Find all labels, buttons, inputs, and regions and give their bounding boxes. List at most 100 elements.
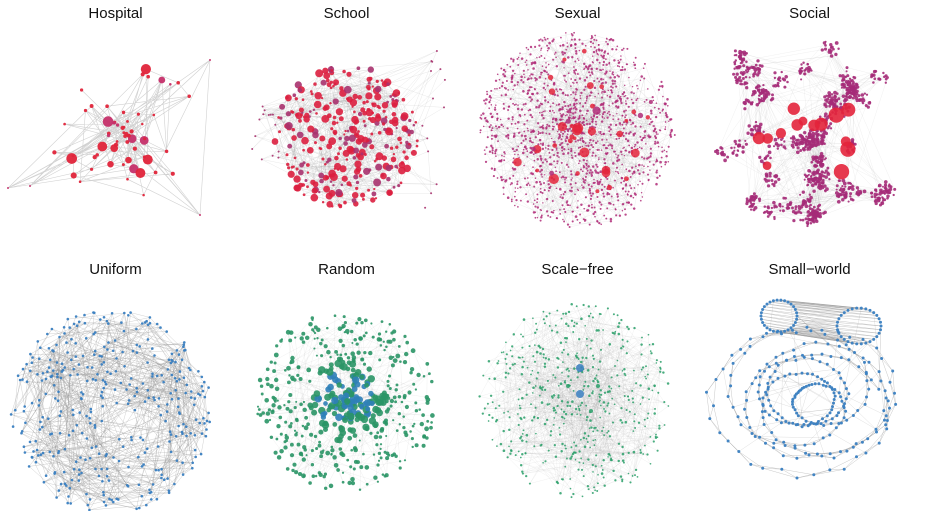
network-node [667, 160, 670, 163]
network-layer [479, 31, 676, 229]
network-node [100, 390, 104, 394]
network-node [479, 129, 482, 132]
network-node [173, 377, 177, 380]
network-node [556, 162, 558, 165]
network-node [773, 206, 776, 209]
network-node [590, 116, 593, 119]
network-node [656, 176, 659, 179]
network-node [74, 315, 78, 318]
network-node [36, 340, 40, 343]
network-node [863, 92, 867, 95]
network-node [590, 173, 593, 176]
network-node [490, 115, 494, 119]
network-node [815, 137, 820, 141]
network-node [106, 348, 109, 351]
network-node [407, 142, 411, 146]
network-node [14, 408, 17, 412]
network-node [487, 359, 491, 363]
network-node [538, 56, 541, 58]
network-node [126, 177, 129, 181]
network-node [395, 383, 399, 387]
network-node [538, 394, 541, 397]
network-node [615, 137, 618, 141]
network-node [386, 384, 390, 388]
network-node [357, 413, 366, 422]
network-node [135, 168, 146, 178]
network-node [165, 410, 169, 413]
network-node [800, 425, 804, 429]
network-node [542, 461, 544, 464]
network-node [777, 85, 780, 88]
network-node [827, 101, 831, 105]
network-node [346, 356, 351, 360]
network-node [403, 334, 407, 338]
network-node [828, 385, 832, 388]
network-node [649, 350, 652, 352]
network-node [616, 193, 619, 196]
network-node [316, 327, 321, 333]
network-node [592, 42, 595, 45]
network-node [647, 387, 651, 390]
network-node [579, 221, 581, 224]
network-node [500, 176, 503, 179]
network-node [842, 467, 846, 471]
network-node [314, 394, 322, 403]
network-node [861, 356, 865, 360]
network-node [426, 137, 429, 140]
network-node [122, 329, 126, 333]
network-node [522, 429, 525, 432]
network-node [536, 92, 539, 95]
network-node [591, 154, 594, 157]
network-node [829, 43, 833, 47]
network-node [202, 416, 205, 420]
panel-title: Social [789, 5, 830, 22]
network-node [758, 99, 763, 103]
network-node [553, 111, 555, 114]
network-node [846, 88, 850, 92]
network-node [543, 96, 547, 99]
network-node [79, 397, 83, 400]
network-node [52, 454, 55, 458]
network-node [633, 420, 636, 423]
network-node [877, 370, 881, 374]
network-node [589, 409, 593, 413]
network-node [526, 156, 529, 158]
network-node [332, 184, 335, 187]
network-node [515, 103, 517, 105]
network-node [256, 405, 260, 408]
network-node [577, 200, 579, 202]
network-node [756, 390, 760, 394]
network-node [601, 81, 604, 85]
network-node [404, 404, 409, 410]
network-node [597, 92, 600, 95]
network-node [605, 138, 608, 141]
network-node [505, 362, 508, 365]
network-node [627, 395, 630, 398]
network-node [76, 373, 79, 376]
network-node [375, 79, 379, 83]
network-node [68, 326, 71, 329]
network-node [617, 459, 620, 463]
network-node [330, 127, 334, 131]
network-node [333, 314, 337, 318]
network-node [860, 440, 864, 444]
network-node [497, 360, 500, 362]
network-node [561, 60, 564, 63]
network-node [547, 47, 550, 50]
network-node [768, 171, 772, 176]
network-node [525, 59, 528, 62]
network-node [582, 303, 585, 307]
network-node [363, 124, 367, 128]
network-node [296, 131, 304, 139]
network-node [622, 147, 624, 150]
network-node [337, 326, 343, 331]
network-node [83, 321, 87, 325]
network-node [563, 190, 567, 194]
network-node [398, 466, 402, 470]
network-node [351, 191, 359, 199]
network-node [570, 173, 573, 176]
network-node [542, 86, 545, 90]
network-node [632, 134, 635, 137]
network-node [623, 95, 626, 98]
network-node [609, 217, 613, 221]
